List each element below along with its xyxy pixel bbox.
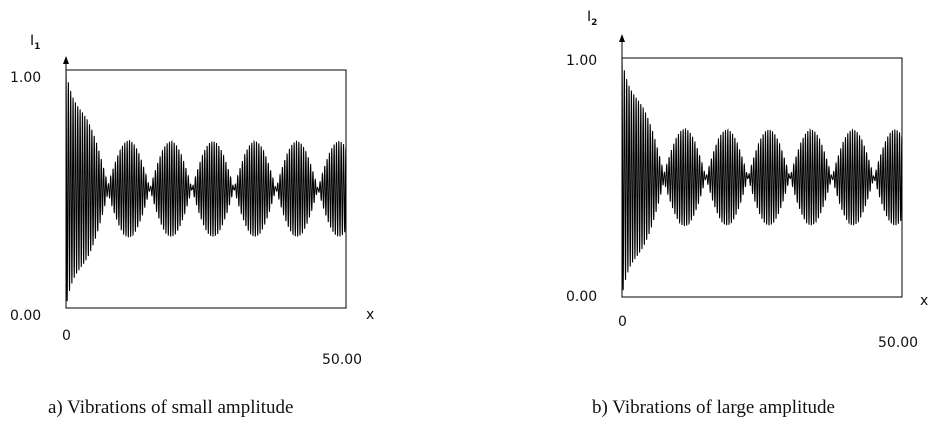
- chart-a-series-line: [65, 69, 347, 302]
- chart-a-ytick-bottom: 0.00: [10, 308, 41, 324]
- chart-a-xtick-left: 0: [62, 328, 71, 344]
- chart-b-ylabel: I2: [587, 9, 597, 28]
- chart-a-ylabel: I1: [30, 33, 40, 52]
- chart-b-caption: b) Vibrations of large amplitude: [592, 397, 835, 418]
- chart-a-xlabel: x: [366, 307, 374, 323]
- chart-b-xlabel: x: [920, 293, 928, 309]
- chart-b-yaxis-arrowhead: [619, 34, 625, 42]
- chart-a-ytick-top: 1.00: [10, 70, 41, 86]
- chart-b-xtick-left: 0: [618, 314, 627, 330]
- chart-b-series-line: [621, 57, 903, 291]
- chart-b-ytick-top: 1.00: [566, 53, 597, 69]
- chart-b-plot-frame: [621, 57, 903, 298]
- chart-b: I2 1.00 0.00 0 50.00 x b) Vibrations of …: [566, 9, 928, 418]
- chart-a-caption: a) Vibrations of small amplitude: [48, 397, 293, 418]
- chart-b-xtick-right: 50.00: [878, 335, 918, 351]
- chart-a-plot-frame: [65, 69, 347, 309]
- chart-a-xtick-right: 50.00: [322, 352, 362, 368]
- chart-a-yaxis-arrowhead: [63, 56, 69, 64]
- chart-b-ytick-bottom: 0.00: [566, 289, 597, 305]
- chart-a: I1 1.00 0.00 0 50.00 x a) Vibrations of …: [10, 33, 374, 418]
